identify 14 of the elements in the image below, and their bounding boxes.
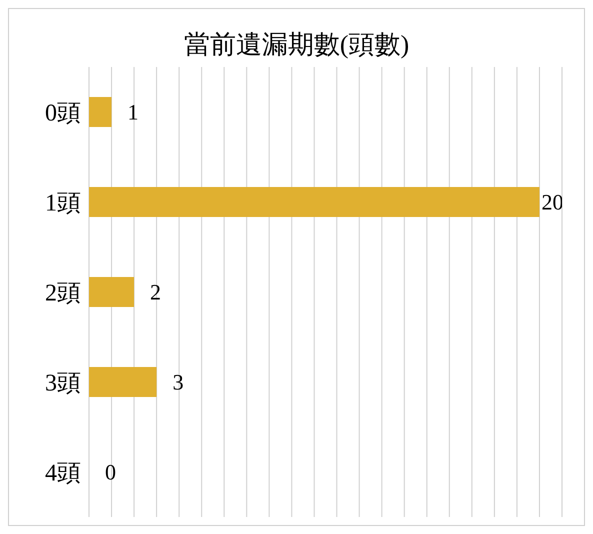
data-label: 2 xyxy=(150,280,162,305)
data-label: 3 xyxy=(172,370,184,395)
bar xyxy=(89,277,134,307)
data-label: 0 xyxy=(105,460,116,485)
data-label: 1 xyxy=(128,100,139,125)
bar xyxy=(89,187,540,217)
y-tick-label: 2頭 xyxy=(45,280,81,307)
y-tick-label: 4頭 xyxy=(45,460,81,487)
bar xyxy=(89,97,112,127)
y-tick-label: 1頭 xyxy=(45,190,81,217)
bar xyxy=(89,367,157,397)
chart-title: 當前遺漏期數(頭數) xyxy=(182,29,410,61)
y-tick-label: 3頭 xyxy=(45,370,81,397)
y-tick-label: 0頭 xyxy=(45,100,81,127)
